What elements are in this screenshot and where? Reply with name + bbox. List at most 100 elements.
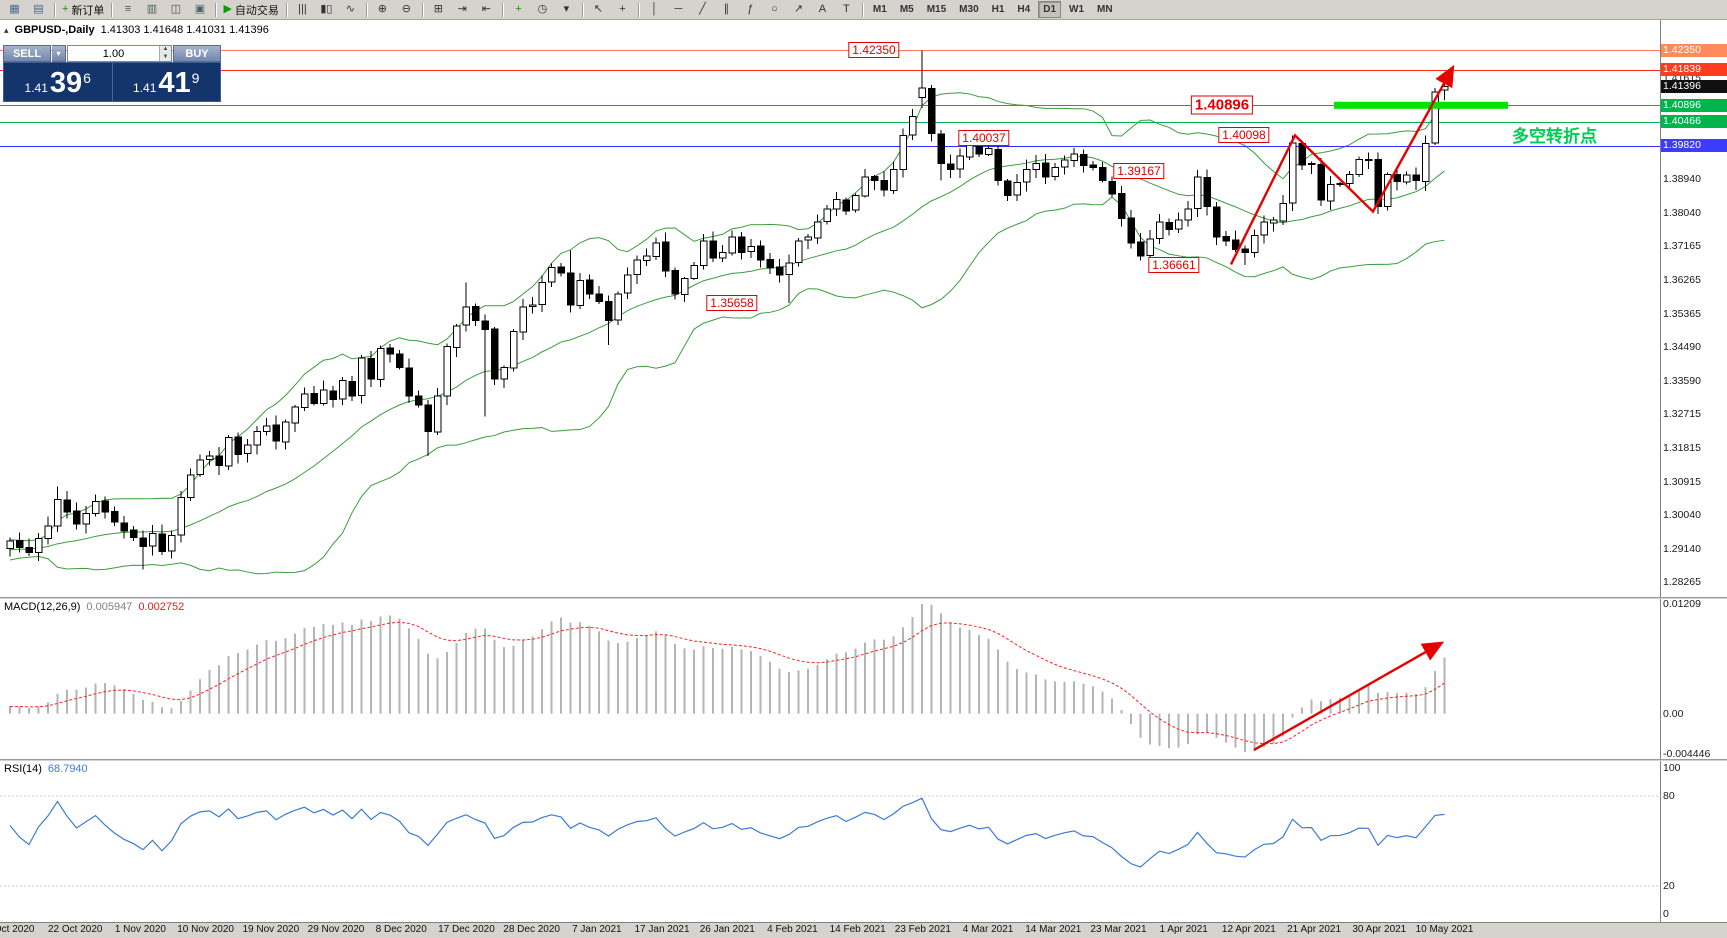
time-axis-label: 1 Nov 2020 (114, 924, 166, 935)
chart-symbol-period: GBPUSD-,Daily (14, 24, 95, 36)
periods-icon[interactable]: ◷ (531, 1, 554, 18)
time-axis-label: 7 Jan 2021 (572, 924, 622, 935)
ask-prefix: 1.41 (133, 81, 157, 95)
terminal-icon[interactable]: ▣ (188, 1, 211, 18)
price-callout-1.40098[interactable]: 1.40098 (1218, 127, 1270, 144)
pane-separator-macd[interactable] (0, 597, 1727, 599)
bar-chart-icon[interactable]: ||| (291, 1, 314, 18)
price-axis-tag-1.40466: 1.40466 (1661, 115, 1727, 128)
crosshair-icon-glyph: + (619, 3, 626, 15)
crosshair-icon[interactable]: + (611, 1, 634, 18)
new-order-glyph: + (62, 3, 69, 15)
templates-icon-glyph: ▾ (563, 3, 570, 15)
annotation-text-cn[interactable]: 多空转折点 (1512, 127, 1597, 146)
timeframe-d1[interactable]: D1 (1038, 1, 1062, 18)
new-chart-icon[interactable]: ▦ (3, 1, 26, 18)
timeframe-h4[interactable]: H4 (1017, 4, 1031, 15)
toolbar-separator (421, 2, 423, 17)
price-axis-label: 1.31815 (1663, 442, 1701, 455)
chart-shift-icon-glyph: ⇤ (481, 3, 492, 15)
tile-windows-icon[interactable]: ⊞ (427, 1, 450, 18)
timeframe-m1[interactable]: M1 (872, 4, 887, 15)
time-axis-label: 1 Apr 2021 (1159, 924, 1208, 935)
timeframe-w1[interactable]: W1 (1069, 4, 1085, 15)
timeframe-h1[interactable]: H1 (991, 4, 1005, 15)
chart-shift-icon[interactable]: ⇤ (475, 1, 498, 18)
toolbar-separator (111, 2, 113, 17)
zoom-in-icon[interactable]: ⊕ (371, 1, 394, 18)
vertical-line-icon[interactable]: │ (643, 1, 666, 18)
sell-dropdown-icon[interactable]: ▾ (52, 45, 66, 62)
volume-increase-button[interactable]: ▲ (160, 46, 171, 54)
autotrading-button-label: 自动交易 (234, 4, 279, 17)
trendline-icon[interactable]: ╱ (691, 1, 714, 18)
ask-big-digits: 41 (158, 67, 191, 99)
price-axis-label: 1.38040 (1663, 207, 1701, 220)
line-chart-icon[interactable]: ∿ (339, 1, 362, 18)
navigator-icon-glyph: ◫ (170, 3, 182, 15)
navigator-icon[interactable]: ◫ (164, 1, 187, 18)
candlestick-chart-icon[interactable]: ▮▯ (315, 1, 338, 18)
chart-title: ▴ GBPUSD-,Daily 1.41303 1.41648 1.41031 … (4, 24, 269, 36)
auto-scroll-icon-glyph: ⇥ (457, 3, 468, 15)
zoom-out-icon[interactable]: ⊖ (395, 1, 418, 18)
timeframe-m15[interactable]: M15 (926, 4, 947, 15)
price-callout-1.40896[interactable]: 1.40896 (1190, 95, 1254, 115)
timeframe-m5[interactable]: M5 (899, 4, 914, 15)
volume-input[interactable] (68, 46, 159, 61)
price-callout-1.36661[interactable]: 1.36661 (1148, 257, 1200, 274)
horizontal-line-icon-glyph: ─ (674, 3, 683, 15)
toolbar-separator (365, 2, 367, 17)
bid-big-digits: 39 (49, 67, 83, 99)
volume-field: ▲ ▼ (67, 45, 172, 62)
new-order-button-label: 新订单 (71, 4, 105, 17)
volume-decrease-button[interactable]: ▼ (160, 53, 171, 61)
chart-profiles-icon[interactable]: ▤ (27, 1, 50, 18)
periods-icon-glyph: ◷ (537, 3, 548, 15)
toolbar-separator (215, 2, 217, 17)
price-axis-tag-1.39820: 1.39820 (1661, 139, 1727, 153)
channel-icon[interactable]: ∥ (715, 1, 738, 18)
price-callout-1.39167[interactable]: 1.39167 (1113, 162, 1165, 179)
cursor-icon[interactable]: ↖ (587, 1, 610, 18)
time-axis[interactable] (0, 922, 1727, 938)
time-axis-label: 14 Feb 2021 (829, 924, 886, 935)
sell-button[interactable]: SELL (3, 45, 51, 62)
one-click-toggle-icon[interactable]: ▴ (4, 24, 9, 35)
time-axis-label: 8 Oct 2020 (0, 924, 35, 935)
price-axis-tag-1.40896: 1.40896 (1661, 98, 1727, 112)
arrows-icon[interactable]: ↗ (787, 1, 810, 18)
indicators-icon[interactable]: + (507, 1, 530, 18)
timeframe-mn[interactable]: MN (1097, 4, 1113, 15)
price-axis-tag-1.41839: 1.41839 (1661, 63, 1727, 77)
toolbar-separator (54, 2, 55, 17)
pane-separator-rsi[interactable] (0, 759, 1727, 761)
macd-axis-label: 0.01209 (1663, 598, 1701, 610)
new-order-button[interactable]: + 新订单 (59, 1, 107, 18)
price-callout-1.35658[interactable]: 1.35658 (706, 294, 758, 311)
price-axis-label: 1.30040 (1663, 509, 1701, 522)
timeframe-m30[interactable]: M30 (959, 4, 979, 15)
time-axis-label: 23 Feb 2021 (894, 924, 951, 935)
zoom-in-icon-glyph: ⊕ (377, 3, 388, 15)
macd-signal-value: 0.002752 (138, 601, 185, 613)
shapes-icon[interactable]: ○ (763, 1, 786, 18)
text-icon[interactable]: A (811, 1, 834, 18)
price-axis[interactable] (1660, 19, 1727, 922)
time-axis-label: 23 Mar 2021 (1090, 924, 1147, 935)
auto-scroll-icon[interactable]: ⇥ (451, 1, 474, 18)
price-callout-1.42350[interactable]: 1.42350 (848, 42, 900, 59)
channel-icon-glyph: ∥ (723, 3, 730, 15)
autotrading-button[interactable]: ▶ 自动交易 (220, 1, 281, 18)
horizontal-line-icon[interactable]: ─ (667, 1, 690, 18)
text-label-icon[interactable]: T (835, 1, 858, 18)
macd-indicator-label: MACD(12,26,9) 0.005947 0.002752 (4, 601, 184, 613)
data-window-icon[interactable]: ▥ (140, 1, 163, 18)
price-callout-1.40037[interactable]: 1.40037 (958, 129, 1010, 146)
buy-button[interactable]: BUY (173, 45, 221, 62)
market-watch-icon[interactable]: ≡ (116, 1, 139, 18)
fibonacci-icon[interactable]: ƒ (739, 1, 762, 18)
templates-icon[interactable]: ▾ (555, 1, 578, 18)
